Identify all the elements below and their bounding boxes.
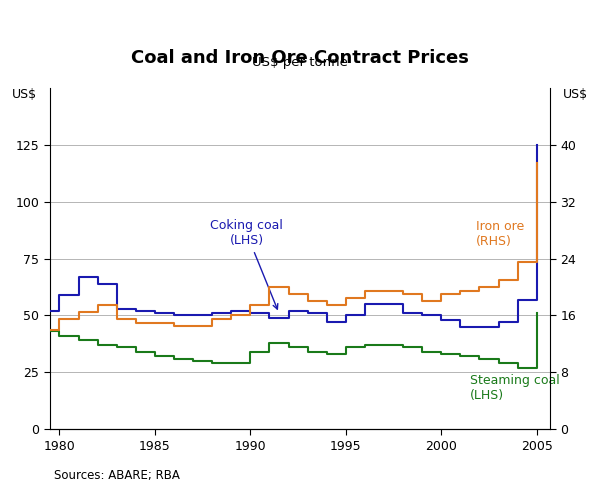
Text: Coking coal
(LHS): Coking coal (LHS)	[210, 219, 283, 309]
Text: US$: US$	[563, 88, 587, 101]
Text: Iron ore
(RHS): Iron ore (RHS)	[476, 220, 524, 248]
Text: US$ per tonne: US$ per tonne	[252, 56, 348, 69]
Title: Coal and Iron Ore Contract Prices: Coal and Iron Ore Contract Prices	[131, 49, 469, 67]
Text: Steaming coal
(LHS): Steaming coal (LHS)	[470, 374, 560, 402]
Text: Sources: ABARE; RBA: Sources: ABARE; RBA	[54, 469, 180, 482]
Text: US$: US$	[13, 88, 37, 101]
